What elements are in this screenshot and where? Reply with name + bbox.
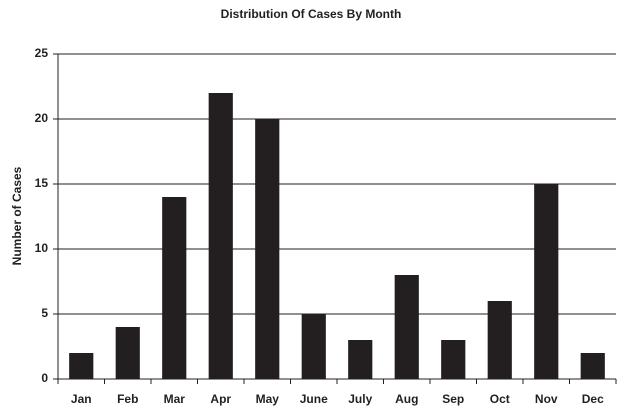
x-tick-label: Aug bbox=[395, 392, 418, 406]
bar bbox=[394, 275, 419, 379]
x-tick-label: Mar bbox=[164, 392, 186, 406]
bar bbox=[580, 353, 605, 379]
bar bbox=[348, 340, 373, 379]
x-tick-label: Oct bbox=[490, 392, 510, 406]
y-tick-label: 15 bbox=[35, 176, 49, 190]
y-tick-label: 0 bbox=[41, 371, 48, 385]
x-tick-label: Apr bbox=[210, 392, 231, 406]
chart-title: Distribution Of Cases By Month bbox=[221, 7, 402, 21]
bar bbox=[487, 301, 512, 379]
bar bbox=[441, 340, 466, 379]
bar bbox=[69, 353, 94, 379]
y-tick-label: 25 bbox=[35, 46, 49, 60]
y-tick-label: 20 bbox=[35, 111, 49, 125]
y-tick-label: 10 bbox=[35, 241, 49, 255]
x-tick-label: July bbox=[348, 392, 372, 406]
bar bbox=[208, 93, 233, 379]
x-tick-label: Jan bbox=[71, 392, 92, 406]
x-tick-label: Dec bbox=[582, 392, 604, 406]
bar bbox=[162, 197, 187, 379]
x-tick-label: Feb bbox=[117, 392, 138, 406]
bar bbox=[115, 327, 140, 379]
x-tick-label: Sep bbox=[442, 392, 464, 406]
bar bbox=[255, 119, 280, 379]
x-tick-label: June bbox=[300, 392, 328, 406]
x-tick-label: Nov bbox=[535, 392, 558, 406]
bar bbox=[301, 314, 326, 379]
y-axis-label: Number of Cases bbox=[10, 166, 24, 265]
x-tick-label: May bbox=[256, 392, 280, 406]
bar bbox=[534, 184, 559, 379]
y-tick-label: 5 bbox=[41, 306, 48, 320]
